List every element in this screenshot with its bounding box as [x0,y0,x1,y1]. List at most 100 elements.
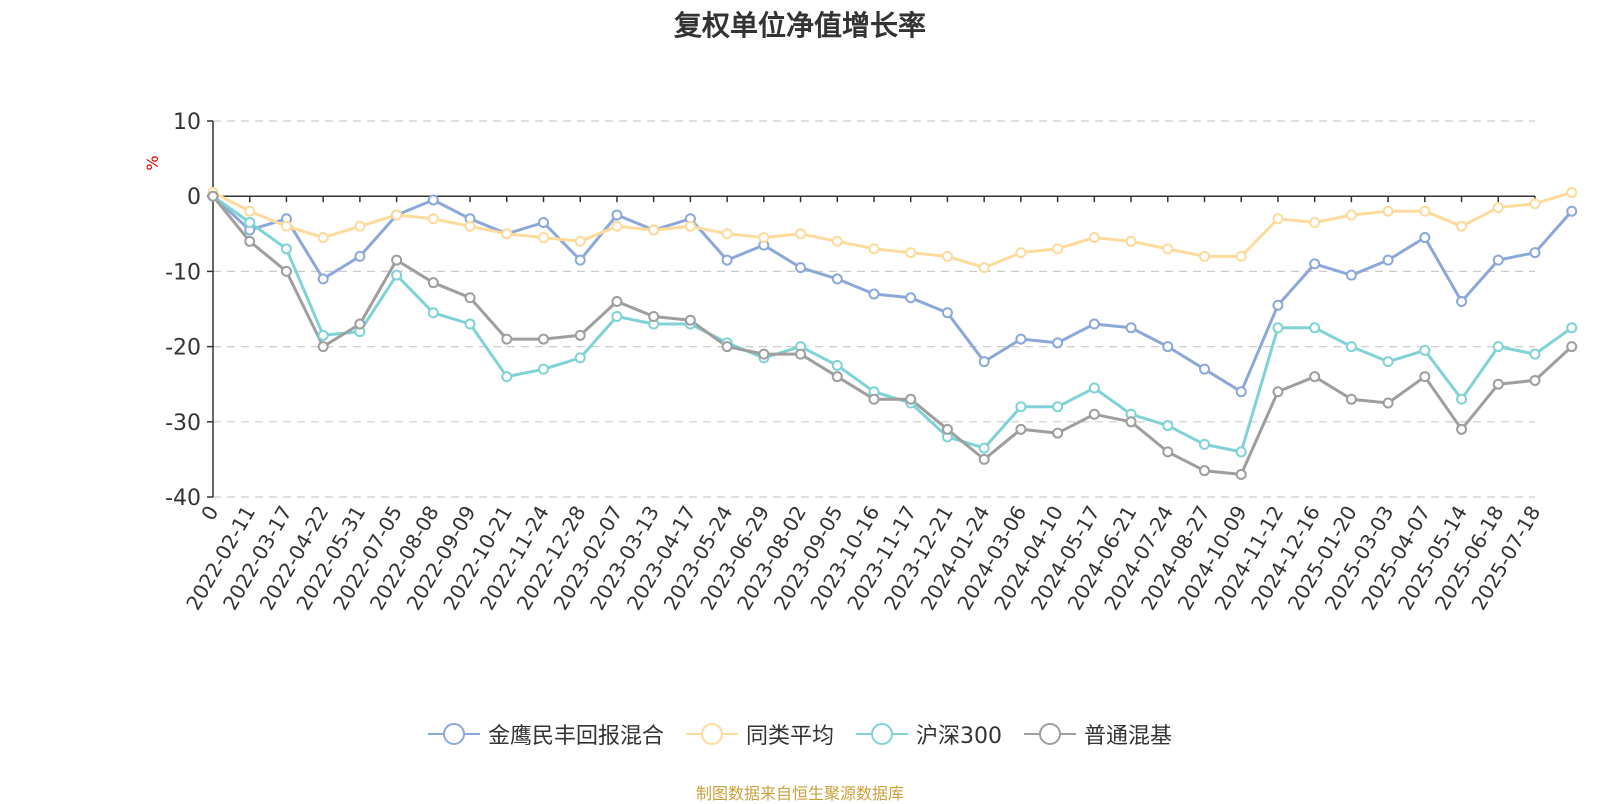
series-point [1529,348,1541,360]
y-tick-label: -10 [165,260,201,285]
y-tick-label: 10 [173,110,201,135]
series-point [1235,386,1247,398]
axes [207,120,1536,498]
legend-item[interactable]: 普通混基 [1024,718,1172,750]
series-point [831,235,843,247]
chart-title: 复权单位净值增长率 [673,9,926,42]
series-point [648,224,660,236]
series-point [1382,356,1394,368]
series-point [1309,217,1321,229]
series-point [1272,299,1284,311]
series-point [611,209,623,221]
series-point [464,292,476,304]
series-point [244,205,256,217]
legend-marker-icon [427,723,480,745]
series-point [941,423,953,435]
series-point [574,352,586,364]
series-point [1456,393,1468,405]
series-point [1382,254,1394,266]
series-point [317,341,329,353]
series-point [501,371,513,383]
series-point [1052,427,1064,439]
series-point [391,209,403,221]
legend-item[interactable]: 同类平均 [685,718,834,750]
y-tick-label: -20 [165,336,201,361]
y-axis-unit: % [143,155,162,170]
series-point [831,273,843,285]
series-point [1125,416,1137,428]
series-point [317,232,329,244]
series-point [758,348,770,360]
series-point [1382,397,1394,409]
series-point [1272,386,1284,398]
legend-label: 沪深300 [916,724,1002,749]
series-point [795,262,807,274]
series-point [1162,243,1174,255]
series-point [1015,401,1027,413]
legend: 金鹰民丰回报混合 同类平均 沪深300 普通混基 [0,718,1600,750]
series-point [354,220,366,232]
series-point [905,247,917,259]
y-tick-label: -40 [165,486,201,511]
series-point [868,393,880,405]
series-point [1529,374,1541,386]
series-point [1345,209,1357,221]
series-point [207,190,219,202]
series-point [1382,205,1394,217]
series-point [831,359,843,371]
legend-marker-icon [1024,723,1076,745]
series-point [1566,205,1578,217]
series-point [391,254,403,266]
series-point [244,235,256,247]
y-tick-label: -30 [165,411,201,436]
series-point [941,307,953,319]
series-point [1235,446,1247,458]
tick-labels: 100-10-20-30-40%02022-02-112022-03-17202… [143,110,1545,614]
series-point [280,265,292,277]
legend-item[interactable]: 金鹰民丰回报混合 [427,718,664,750]
series-point [978,262,990,274]
series-point [1125,322,1137,334]
series-point [611,220,623,232]
series-point [1309,258,1321,270]
series-point [464,318,476,330]
legend-item[interactable]: 沪深300 [856,718,1002,750]
series-point [538,217,549,229]
series-point [611,295,623,307]
series-point [538,232,549,244]
series-point [1088,408,1100,420]
series-point [1199,465,1210,477]
series-point [1492,254,1504,266]
series-point [280,243,292,255]
y-tick-label: 0 [187,185,201,210]
series-point [721,254,733,266]
series-point [1456,220,1468,232]
grid-lines [213,120,1535,498]
series-point [1088,318,1100,330]
series-point [1162,446,1174,458]
series-point [574,329,586,341]
series-point [795,348,807,360]
series-point [758,232,770,244]
series-point [978,442,990,454]
series-point [1235,468,1247,480]
series-point [1272,213,1284,225]
series-point [868,288,880,300]
series-point [317,273,329,285]
series-point [1456,423,1468,435]
series-point [1345,341,1357,353]
series-point [501,333,513,345]
series-point [611,311,623,323]
series-point [1419,371,1431,383]
series-point [280,220,292,232]
series-point [1199,363,1210,375]
series-point [464,220,476,232]
series-point [354,250,366,262]
series-point [1492,201,1504,213]
series-point [427,213,439,225]
series-point [1529,247,1541,259]
series-point [905,292,917,304]
series-point [1199,438,1210,450]
series-point [868,243,880,255]
